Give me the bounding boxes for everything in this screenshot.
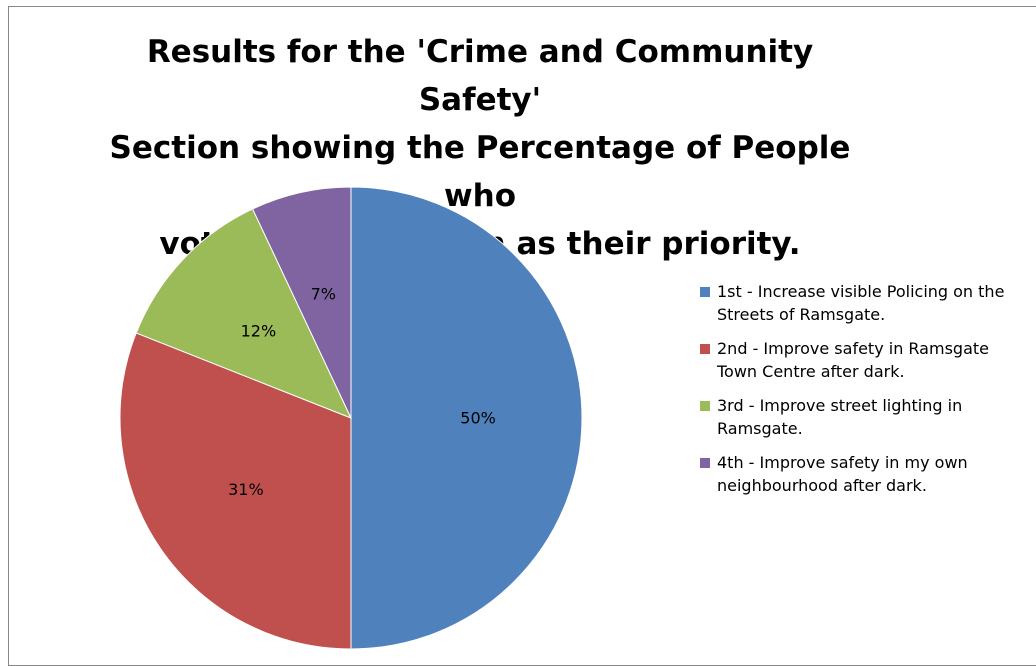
data-label-4th: 7% xyxy=(311,285,336,304)
legend-swatch-4th xyxy=(700,458,710,468)
pie-slice-1st xyxy=(350,186,583,650)
legend: 1st - Increase visible Policing on the S… xyxy=(700,280,1036,508)
data-label-2nd: 31% xyxy=(228,480,264,499)
legend-label-4th-line-2: neighbourhood after dark. xyxy=(717,476,927,495)
legend-swatch-1st xyxy=(700,287,710,297)
legend-item-3rd: 3rd - Improve street lighting in Ramsgat… xyxy=(700,394,1036,440)
legend-label-2nd-line-1: 2nd - Improve safety in Ramsgate xyxy=(717,339,989,358)
legend-swatch-2nd xyxy=(700,344,710,354)
legend-label-1st-line-2: Streets of Ramsgate. xyxy=(717,305,886,324)
legend-item-4th: 4th - Improve safety in my own neighbour… xyxy=(700,451,1036,497)
pie-chart: 50% 31% 12% 7% xyxy=(119,186,583,650)
pie-slice-3rd xyxy=(135,208,352,419)
legend-swatch-3rd xyxy=(700,401,710,411)
legend-label-4th-line-1: 4th - Improve safety in my own xyxy=(717,453,968,472)
pie-slice-2nd xyxy=(119,332,352,650)
legend-label-2nd-line-2: Town Centre after dark. xyxy=(717,362,905,381)
legend-label-3rd-line-1: 3rd - Improve street lighting in xyxy=(717,396,963,415)
data-label-3rd: 12% xyxy=(241,322,277,341)
legend-label-3rd-line-2: Ramsgate. xyxy=(717,419,803,438)
legend-item-2nd: 2nd - Improve safety in Ramsgate Town Ce… xyxy=(700,337,1036,383)
pie-slice-4th xyxy=(251,186,352,419)
legend-item-1st: 1st - Increase visible Policing on the S… xyxy=(700,280,1036,326)
legend-label-1st-line-1: 1st - Increase visible Policing on the xyxy=(717,282,1005,301)
chart-title-line-1: Results for the 'Crime and Community Saf… xyxy=(146,34,814,118)
data-label-1st: 50% xyxy=(460,409,496,428)
chart-title-line-2: Section showing the Percentage of People… xyxy=(109,130,851,214)
